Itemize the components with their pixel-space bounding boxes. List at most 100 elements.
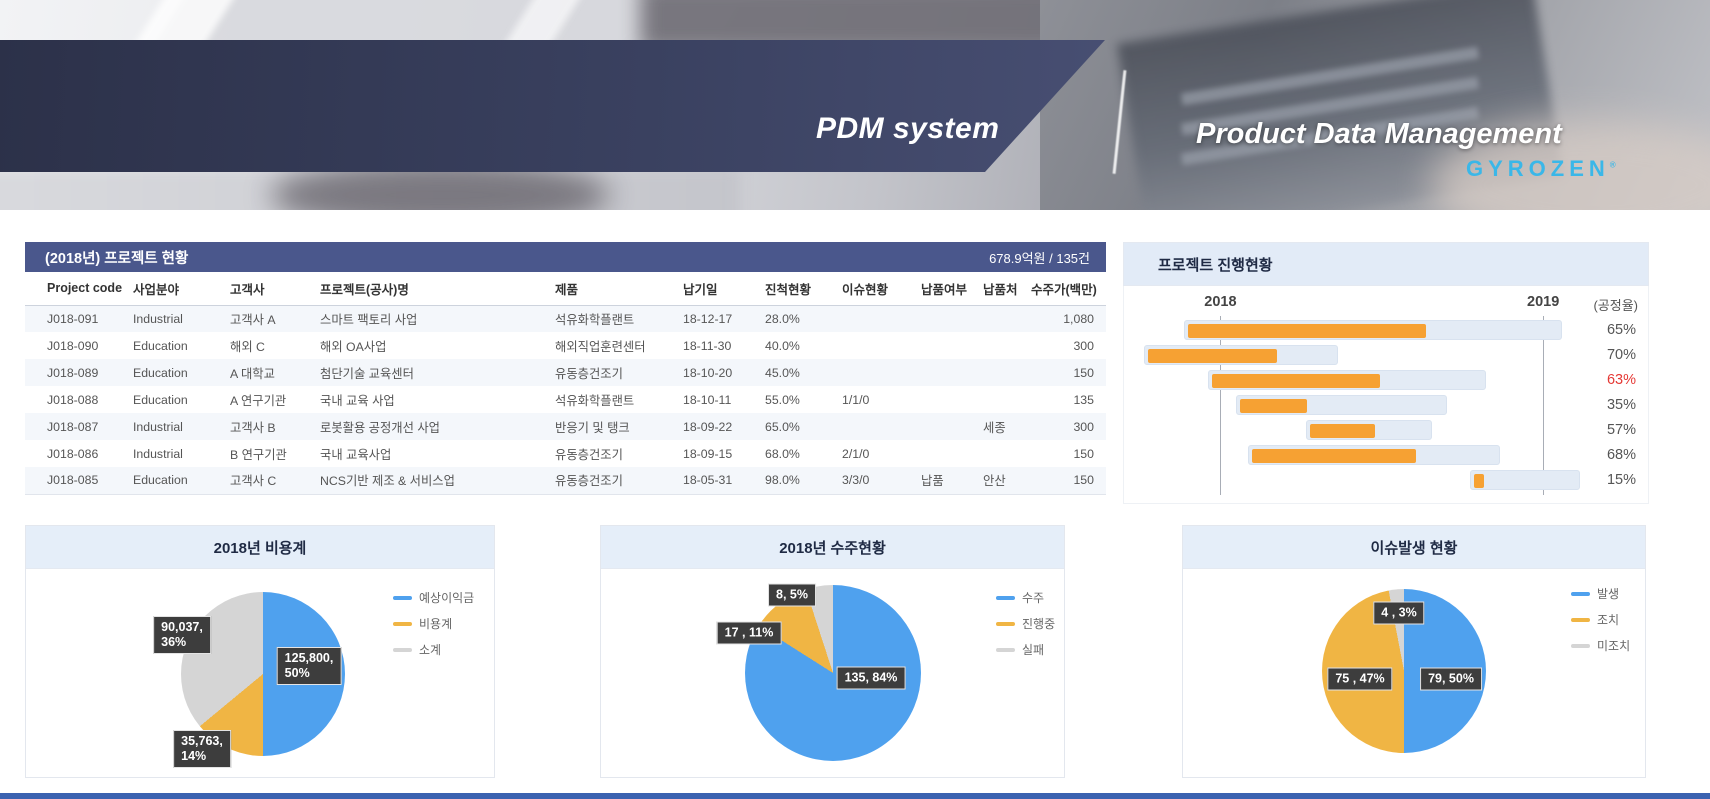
table-row[interactable]: J018-086 Industrial B 연구기관 국내 교육사업 유동층건조기 18-… xyxy=(25,440,1106,467)
legend-label: 수주 xyxy=(1022,591,1045,605)
table-row[interactable]: J018-088 Education A 연구기관 국내 교육 사업 석유화학플랜트 18… xyxy=(25,386,1106,413)
legend-swatch-icon xyxy=(1571,617,1590,622)
table-cell: 반응기 및 탱크 xyxy=(555,420,630,435)
legend-swatch-icon xyxy=(996,595,1015,600)
table-cell: 18-09-15 xyxy=(683,446,733,461)
registered-mark-icon: ® xyxy=(1609,160,1616,170)
table-cell: A 대학교 xyxy=(230,366,275,381)
gantt-chart: (공정율) 2018 2019 65% 70% 63% 35% 57% 68% 15% xyxy=(1123,286,1649,504)
legend-item: 소계 xyxy=(393,641,474,658)
table-cell: 석유화학플랜트 xyxy=(555,312,635,327)
table-row[interactable]: J018-087 Industrial 고객사 B 로봇활용 공정개선 사업 반응기 및… xyxy=(25,413,1106,440)
pie-data-label: 4 , 3% xyxy=(1373,601,1425,625)
table-cell: 55.0% xyxy=(765,392,800,407)
table-row[interactable]: J018-089 Education A 대학교 첨단기술 교육센터 유동층건조기 18-… xyxy=(25,359,1106,386)
gantt-title: 프로젝트 진행현황 xyxy=(1123,242,1649,286)
gantt-gridline xyxy=(1543,316,1545,495)
table-cell: 135 xyxy=(1073,392,1094,407)
table-cell: 안산 xyxy=(983,474,1006,489)
table-cell: B 연구기관 xyxy=(230,447,287,462)
gantt-row: 70% xyxy=(1124,345,1648,365)
pie-data-label: 125,800, 50% xyxy=(276,647,342,685)
legend-item: 실패 xyxy=(996,641,1055,658)
table-row[interactable]: J018-091 Industrial 고객사 A 스마트 팩토리 사업 석유화학플랜트… xyxy=(25,305,1106,332)
legend-label: 예상이익금 xyxy=(419,591,475,605)
table-cell: Industrial xyxy=(133,419,183,434)
table-cell xyxy=(842,413,921,440)
project-table-title: (2018년) 프로젝트 현황 xyxy=(45,250,189,267)
table-cell: Industrial xyxy=(133,311,183,326)
gantt-track xyxy=(1183,320,1562,340)
table-cell: Education xyxy=(133,338,188,353)
gantt-progress-bar xyxy=(1147,349,1277,363)
table-cell: 국내 교육사업 xyxy=(320,447,392,462)
table-cell: 석유화학플랜트 xyxy=(555,393,635,408)
table-cell: 18-10-20 xyxy=(683,365,733,380)
gantt-percent-label: 35% xyxy=(1606,397,1636,413)
table-cell xyxy=(921,305,983,332)
gantt-percent-label: 63% xyxy=(1606,372,1636,388)
gantt-percent-label: 65% xyxy=(1606,322,1636,338)
column-header: 이슈현황 xyxy=(842,272,921,306)
gantt-row: 68% xyxy=(1124,445,1648,465)
brand-logo: GYROZEN® xyxy=(1466,156,1616,182)
table-cell: 45.0% xyxy=(765,365,800,380)
table-cell: 스마트 팩토리 사업 xyxy=(320,312,418,327)
pie-data-label: 8, 5% xyxy=(768,583,816,607)
table-row[interactable]: J018-085 Education 고객사 C NCS기반 제조 & 서비스업 유동층… xyxy=(25,467,1106,494)
legend-item: 미조치 xyxy=(1571,637,1630,654)
table-cell: 18-05-31 xyxy=(683,473,733,488)
gantt-progress-bar xyxy=(1251,449,1416,463)
legend-swatch-icon xyxy=(1571,643,1590,648)
table-cell: 150 xyxy=(1073,365,1094,380)
legend-label: 비용계 xyxy=(419,617,453,631)
table-cell: 해외 C xyxy=(230,339,265,354)
gantt-track xyxy=(1143,345,1339,365)
legend-swatch-icon xyxy=(393,647,412,652)
gantt-row: 35% xyxy=(1124,395,1648,415)
table-cell: Education xyxy=(133,392,188,407)
gantt-track xyxy=(1207,370,1486,390)
table-cell: 로봇활용 공정개선 사업 xyxy=(320,420,440,435)
table-cell xyxy=(983,332,1031,359)
table-cell: 300 xyxy=(1073,338,1094,353)
gantt-axis-label: 2018 xyxy=(1204,294,1237,310)
table-cell: 유동층건조기 xyxy=(555,474,623,489)
gantt-track xyxy=(1306,420,1433,440)
pie-panel-orders: 2018년 수주현황 135, 84% 17 , 11% 8, 5% 수주 진행중 실패 xyxy=(600,525,1065,778)
gantt-row: 15% xyxy=(1124,470,1648,490)
pie-data-label: 35,763, 14% xyxy=(173,730,231,768)
legend-label: 소계 xyxy=(419,643,442,657)
legend-item: 진행중 xyxy=(996,615,1055,632)
banner: PDM system Product Data Management GYROZ… xyxy=(0,0,1710,210)
column-header: 진척현황 xyxy=(765,272,842,306)
banner-navy-band xyxy=(0,40,1105,172)
gantt-track xyxy=(1235,395,1447,415)
table-cell: A 연구기관 xyxy=(230,393,287,408)
table-row[interactable]: J018-090 Education 해외 C 해외 OA사업 해외직업훈련센터 18-1… xyxy=(25,332,1106,359)
gantt-percent-label: 15% xyxy=(1606,472,1636,488)
legend-swatch-icon xyxy=(393,621,412,626)
column-header: 납품처 xyxy=(983,272,1031,306)
legend-label: 진행중 xyxy=(1022,617,1056,631)
gantt-progress-bar xyxy=(1239,399,1307,413)
legend-item: 수주 xyxy=(996,589,1055,606)
gantt-progress-bar xyxy=(1187,324,1426,338)
table-cell: 해외직업훈련센터 xyxy=(555,339,646,354)
table-cell: 3/3/0 xyxy=(842,473,870,488)
table-cell: 고객사 B xyxy=(230,420,276,435)
pie-panel-cost: 2018년 비용계 125,800, 50% 35,763, 14% 90,037, … xyxy=(25,525,495,778)
table-cell: 150 xyxy=(1073,473,1094,488)
project-table-summary: 678.9억원 / 135건 xyxy=(989,250,1090,266)
table-header-row: Project code 사업분야 고객사 프로젝트(공사)명 제품 납기일 진척현황 이슈현… xyxy=(25,272,1106,306)
table-cell: J018-089 xyxy=(47,365,99,380)
table-cell: 98.0% xyxy=(765,473,800,488)
table-cell: J018-090 xyxy=(47,338,99,353)
legend-label: 발생 xyxy=(1597,587,1620,601)
table-cell xyxy=(921,332,983,359)
table-cell xyxy=(983,440,1031,467)
gantt-percent-label: 57% xyxy=(1606,422,1636,438)
